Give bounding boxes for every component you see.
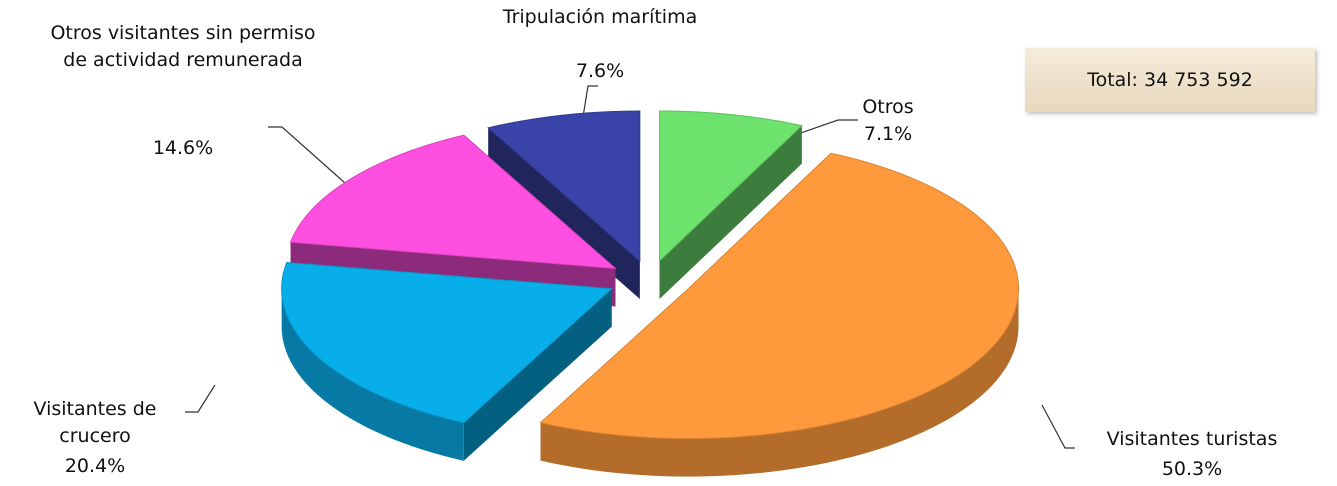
- category-label: Otros visitantes sin permiso de activida…: [50, 22, 316, 71]
- slice: [281, 261, 613, 461]
- slice-side: [540, 288, 1019, 477]
- category-label: Visitantes de crucero: [33, 398, 157, 447]
- slice-top: [289, 134, 617, 270]
- total-box: Total: 34 753 592: [1025, 48, 1315, 112]
- slice-top: [658, 110, 803, 263]
- value-label: 20.4%: [64, 455, 126, 477]
- leader-line: [1041, 404, 1075, 449]
- slice-edge: [463, 288, 612, 461]
- value-label: 7.6%: [575, 60, 625, 82]
- category-label: Visitantes turistas: [1106, 428, 1278, 450]
- slice: [539, 152, 1020, 477]
- leader-line: [185, 384, 216, 413]
- value-label: 7.1%: [863, 123, 913, 145]
- category-label: Otros: [862, 96, 914, 118]
- leader-line: [268, 126, 346, 184]
- slice-top: [281, 261, 613, 424]
- value-label: 14.6%: [152, 137, 214, 159]
- slice-edge: [659, 125, 802, 299]
- slice: [658, 110, 803, 299]
- value-label: 50.3%: [1161, 458, 1223, 480]
- slice-top: [487, 110, 641, 263]
- slice-side: [281, 288, 464, 461]
- slice-top: [539, 152, 1020, 440]
- category-label: Tripulación marítima: [502, 6, 698, 28]
